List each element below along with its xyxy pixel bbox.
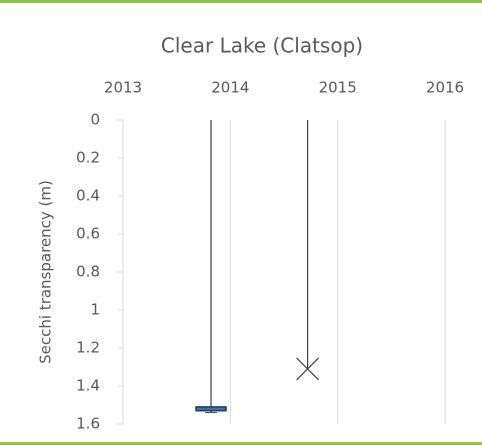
x-tick-label: 2014 — [211, 79, 249, 97]
y-tick-label: 1.2 — [76, 339, 100, 357]
x-tick-label: 2015 — [319, 79, 357, 97]
chart-title: Clear Lake (Clatsop) — [161, 34, 363, 58]
mean-marker — [296, 357, 320, 381]
x-tick-label: 2016 — [426, 79, 464, 97]
y-tick-label: 1.4 — [76, 377, 100, 395]
y-tick-label: 1.6 — [76, 415, 100, 433]
y-tick-label: 0.8 — [76, 263, 100, 281]
top-accent — [0, 0, 482, 3]
y-tick-label: 0.2 — [76, 149, 100, 167]
y-tick-label: 0.4 — [76, 187, 100, 205]
y-tick-label: 0.6 — [76, 225, 100, 243]
box — [195, 406, 227, 412]
y-axis-title: Secchi transparency (m) — [37, 180, 55, 364]
y-tick-label: 1 — [90, 301, 100, 319]
y-tick-label: 0 — [90, 111, 100, 129]
x-tick-label: 2013 — [104, 79, 142, 97]
bottom-accent — [0, 442, 482, 445]
